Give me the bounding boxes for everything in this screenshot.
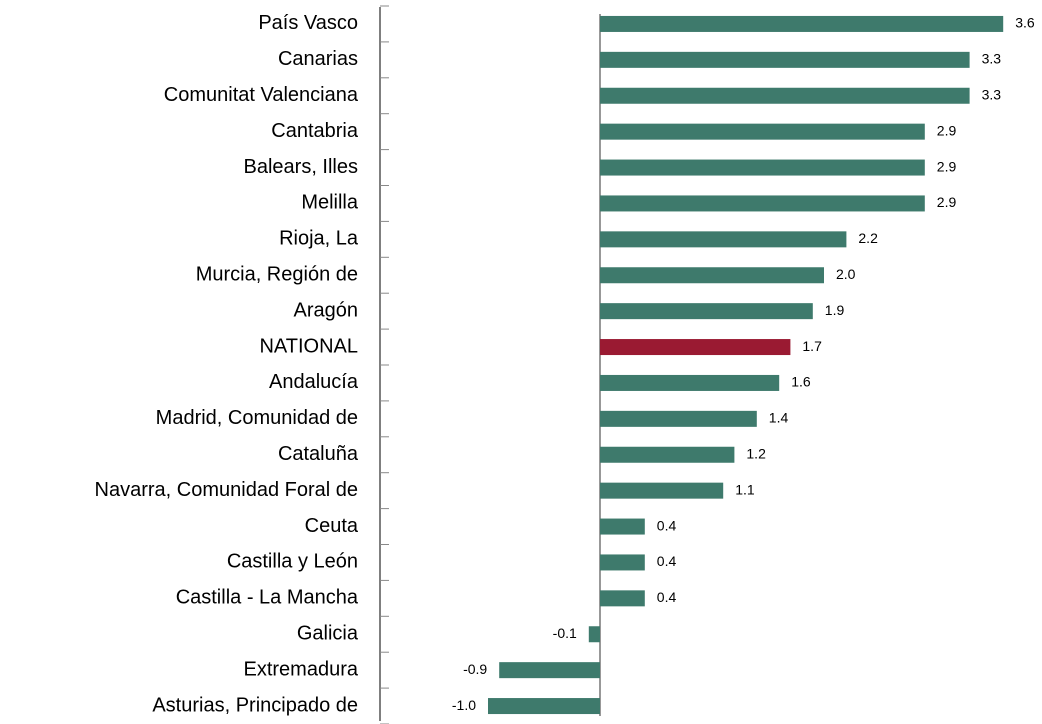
category-label: Navarra, Comunidad Foral de xyxy=(95,479,358,501)
value-label: 2.9 xyxy=(937,158,957,174)
category-label: Cantabria xyxy=(271,120,359,142)
bar xyxy=(600,15,1004,32)
bar xyxy=(600,87,970,104)
value-label: 1.9 xyxy=(825,302,845,318)
bar xyxy=(600,159,925,176)
value-label: -0.9 xyxy=(463,661,487,677)
category-label: Murcia, Región de xyxy=(196,264,358,286)
category-label: Extremadura xyxy=(244,658,359,680)
value-label: 2.9 xyxy=(937,122,957,138)
value-label: -1.0 xyxy=(452,697,476,713)
bar xyxy=(499,662,600,679)
value-label: 0.4 xyxy=(657,553,677,569)
value-label: 2.0 xyxy=(836,266,856,282)
value-label: 3.6 xyxy=(1015,15,1035,31)
value-label: 1.7 xyxy=(802,338,822,354)
bar xyxy=(600,410,757,427)
category-label: NATIONAL xyxy=(259,335,358,357)
bar xyxy=(600,554,645,571)
bar xyxy=(600,231,847,248)
category-label: País Vasco xyxy=(258,12,358,34)
value-label: 0.4 xyxy=(657,589,677,605)
category-label: Ceuta xyxy=(305,515,359,537)
bar xyxy=(600,374,780,391)
category-label: Comunitat Valenciana xyxy=(164,84,359,106)
bar xyxy=(600,195,925,212)
bar xyxy=(588,626,600,643)
category-label: Castilla y León xyxy=(227,551,358,573)
category-label: Rioja, La xyxy=(279,228,359,250)
bar xyxy=(600,123,925,140)
value-label: 2.9 xyxy=(937,194,957,210)
bar xyxy=(600,51,970,68)
category-label: Madrid, Comunidad de xyxy=(156,407,358,429)
bar xyxy=(600,518,645,535)
value-label: 1.1 xyxy=(735,481,755,497)
value-label: 1.6 xyxy=(791,374,811,390)
value-label: 1.4 xyxy=(769,410,789,426)
category-label: Balears, Illes xyxy=(244,156,359,178)
value-label: -0.1 xyxy=(553,625,577,641)
category-label: Castilla - La Mancha xyxy=(176,587,359,609)
value-label: 3.3 xyxy=(982,51,1002,67)
bar xyxy=(488,698,600,715)
category-label: Asturias, Principado de xyxy=(152,694,358,716)
value-label: 1.2 xyxy=(746,445,766,461)
category-label: Cataluña xyxy=(278,443,359,465)
value-label: 0.4 xyxy=(657,517,677,533)
bar xyxy=(600,267,824,284)
value-label: 3.3 xyxy=(982,86,1002,102)
bar xyxy=(600,590,645,607)
value-label: 2.2 xyxy=(858,230,878,246)
category-label: Canarias xyxy=(278,48,358,70)
bar xyxy=(600,339,791,356)
category-label: Galicia xyxy=(297,623,359,645)
bar xyxy=(600,446,735,463)
bar xyxy=(600,303,813,320)
category-label: Andalucía xyxy=(269,371,359,393)
bar xyxy=(600,482,724,499)
category-label: Aragón xyxy=(294,299,359,321)
category-label: Melilla xyxy=(301,192,359,214)
